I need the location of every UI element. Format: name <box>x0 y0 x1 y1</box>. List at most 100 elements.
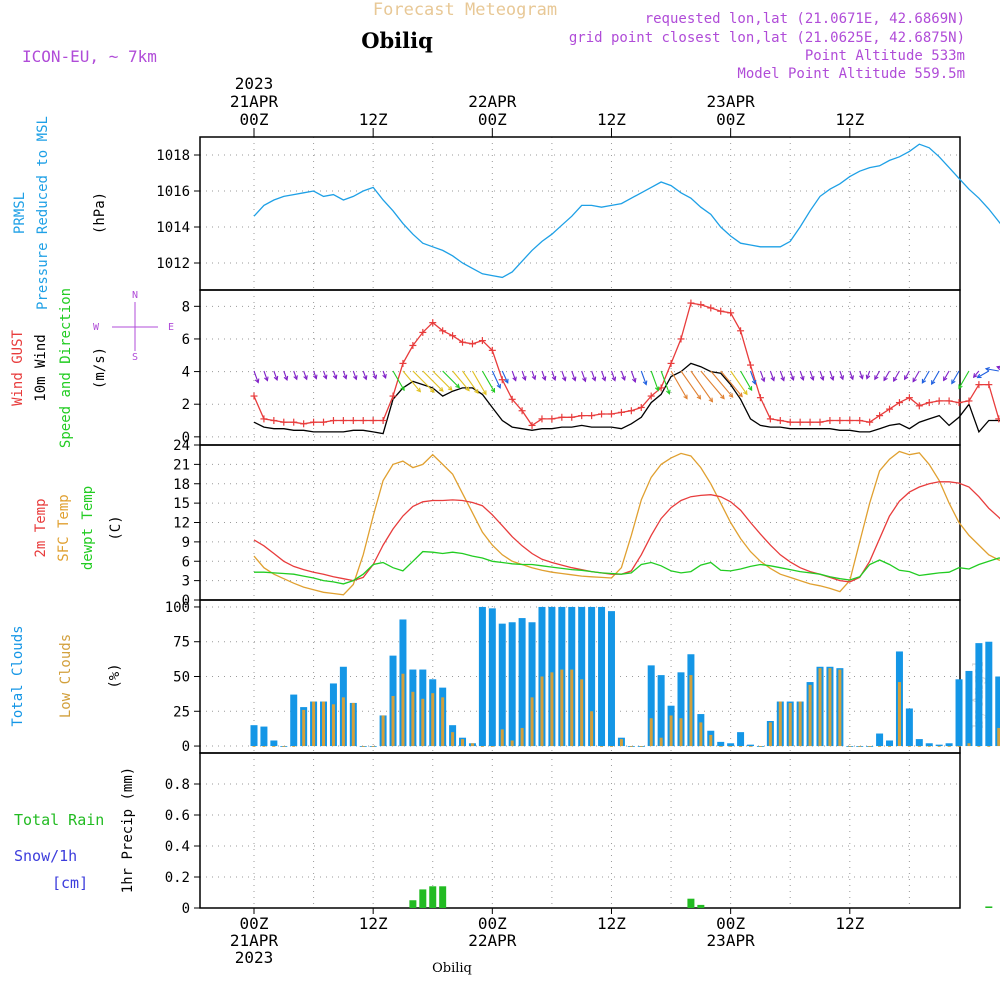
low-cloud-bar <box>699 722 703 747</box>
low-cloud-bar <box>888 746 892 747</box>
arrow-head <box>708 397 714 403</box>
y-tick-label: 18 <box>173 477 190 493</box>
low-cloud-bar <box>669 715 673 747</box>
precip-label-rain: Total Rain <box>14 811 104 829</box>
arrow-head <box>654 386 660 392</box>
point-altitude: Point Altitude 533m <box>805 48 965 64</box>
arrow-head <box>631 377 637 383</box>
pressure-unit: (hPa) <box>92 192 108 234</box>
panel-4: 0 0.2 0.4 0.6 0.8 <box>165 752 961 917</box>
wind-direction-arrow <box>730 370 748 396</box>
arrow-head <box>839 375 845 381</box>
total-cloud-bar <box>747 744 754 747</box>
arrow-shaft <box>571 370 576 381</box>
bottom-time-label: 00Z <box>716 914 745 933</box>
y-tick-label: 50 <box>173 670 190 686</box>
compass-e: E <box>168 322 174 333</box>
total-cloud-bar <box>498 623 506 747</box>
arrow-shaft <box>921 370 930 384</box>
arrow-head <box>496 383 501 389</box>
gust-marker <box>300 420 308 428</box>
arrow-head <box>809 375 815 382</box>
gust-marker <box>598 410 606 418</box>
bottom-time-label: 12Z <box>597 914 626 933</box>
gust-marker <box>260 415 268 423</box>
arrow-head <box>829 375 835 382</box>
y-tick-label: 15 <box>173 496 190 512</box>
arrow-head <box>642 380 648 386</box>
gust-marker <box>687 299 695 307</box>
gust-marker <box>727 309 735 317</box>
arrow-shaft <box>313 370 317 379</box>
arrow-head <box>720 394 725 400</box>
low-cloud-bar <box>977 746 981 747</box>
wind-direction-arrow <box>462 370 479 395</box>
low-cloud-bar <box>361 746 365 747</box>
wind-direction-arrow <box>392 370 405 392</box>
low-cloud-bar <box>987 746 991 747</box>
gust-marker <box>329 417 337 425</box>
arrow-head <box>865 374 871 380</box>
total-cloud-bar <box>915 739 923 747</box>
arrow-shaft <box>442 370 460 389</box>
gust-marker <box>836 417 844 425</box>
wind-direction-arrow <box>779 370 785 382</box>
total-cloud-bar <box>290 694 298 747</box>
panel-1: 0 2 4 6 8 <box>182 289 961 446</box>
low-cloud-bar <box>490 746 494 747</box>
gust-marker <box>617 408 625 416</box>
wind-direction-arrow <box>874 370 881 381</box>
gust-marker <box>796 418 804 426</box>
arrow-head <box>751 379 757 385</box>
wind-direction-arrow <box>660 370 671 395</box>
arrow-shaft <box>293 370 298 380</box>
gust-marker <box>895 399 903 407</box>
total-cloud-bar <box>270 740 278 747</box>
arrow-shaft <box>789 370 794 381</box>
wind-direction-arrow <box>972 370 980 379</box>
wind-direction-arrow <box>865 370 871 380</box>
panel-2: 0 3 6 9 12 15 18 21 24 <box>173 438 961 609</box>
arrow-head <box>931 380 936 386</box>
gust-marker <box>866 418 874 426</box>
bottom-time-label: 00Z <box>478 914 507 933</box>
low-cloud-bar <box>967 743 971 747</box>
gust-marker <box>320 418 328 426</box>
gust-marker <box>627 407 635 415</box>
arrow-head <box>438 387 444 392</box>
pressure-panel-labels: PRMSL Pressure Reduced to MSL (hPa) <box>12 116 108 310</box>
pressure-label-1: PRMSL <box>12 192 28 234</box>
rain-bar <box>985 906 993 908</box>
low-cloud-bar <box>441 697 445 747</box>
gust-marker <box>816 418 824 426</box>
wind-direction-arrow <box>591 370 597 382</box>
total-cloud-bar <box>717 741 725 747</box>
gust-marker <box>250 392 258 400</box>
arrow-shaft <box>471 370 487 395</box>
wind-direction-arrow <box>511 370 517 382</box>
y-tick-label: 0.8 <box>165 777 190 793</box>
arrow-shaft <box>332 370 337 379</box>
wind-direction-arrow <box>561 370 567 382</box>
top-time-label: 23APR <box>707 92 756 111</box>
bottom-time-label: 00Z <box>240 914 269 933</box>
gust-marker <box>965 397 973 405</box>
wind-direction-arrow <box>481 370 496 393</box>
low-cloud-bar <box>818 668 822 747</box>
dewpt-line <box>254 550 1000 585</box>
arrow-head <box>912 377 917 383</box>
gust-marker <box>756 394 764 402</box>
arrow-shaft <box>511 370 517 381</box>
wind-direction-arrow <box>312 370 318 380</box>
y-tick-label: 0.4 <box>165 839 190 855</box>
wind-direction-arrow <box>958 370 970 390</box>
total-cloud-bar <box>518 618 526 747</box>
arrow-head <box>780 376 785 382</box>
bottom-time-label: 2023 <box>235 948 274 967</box>
arrow-shaft <box>859 370 864 379</box>
y-tick-label: 1016 <box>156 184 190 200</box>
low-cloud-bar <box>878 746 882 747</box>
y-tick-label: 0.6 <box>165 808 190 824</box>
arrow-head <box>273 375 279 382</box>
arrow-head <box>303 375 308 381</box>
